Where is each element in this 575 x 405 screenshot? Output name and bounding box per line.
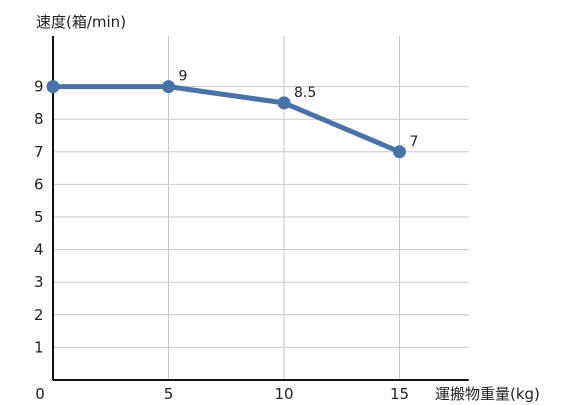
y-tick-label-7: 7	[34, 143, 44, 161]
y-tick-label-2: 2	[34, 306, 44, 324]
y-tick-label-8: 8	[34, 110, 44, 128]
data-label-3: 7	[410, 134, 419, 150]
tick-labels: 1 2 3 4 5 6 7 8 9 0 5 10 15	[34, 78, 409, 403]
x-tick-label-15: 15	[390, 385, 409, 403]
data-label-1: 9	[179, 69, 188, 85]
data-label-2: 8.5	[294, 85, 316, 101]
x-tick-label-10: 10	[274, 385, 293, 403]
data-point-3	[393, 145, 406, 159]
x-axis-label: 運搬物重量(kg)	[435, 385, 540, 403]
y-axis-label: 速度(箱/min)	[36, 13, 126, 31]
x-tick-label-5: 5	[164, 385, 174, 403]
y-tick-label-6: 6	[34, 175, 44, 193]
data-point-1	[162, 80, 175, 94]
grid	[53, 36, 469, 380]
y-tick-label-5: 5	[34, 208, 44, 226]
series-line	[50, 84, 402, 155]
y-tick-label-3: 3	[34, 273, 44, 291]
data-point-2	[277, 96, 291, 110]
y-tick-label-9: 9	[34, 78, 44, 96]
y-tick-label-1: 1	[34, 338, 44, 356]
x-tick-label-0: 0	[35, 385, 45, 403]
data-point-0	[46, 80, 60, 94]
axes	[52, 36, 469, 381]
y-tick-label-4: 4	[34, 241, 44, 259]
series	[46, 80, 406, 159]
data-labels: 98.57	[179, 69, 419, 150]
